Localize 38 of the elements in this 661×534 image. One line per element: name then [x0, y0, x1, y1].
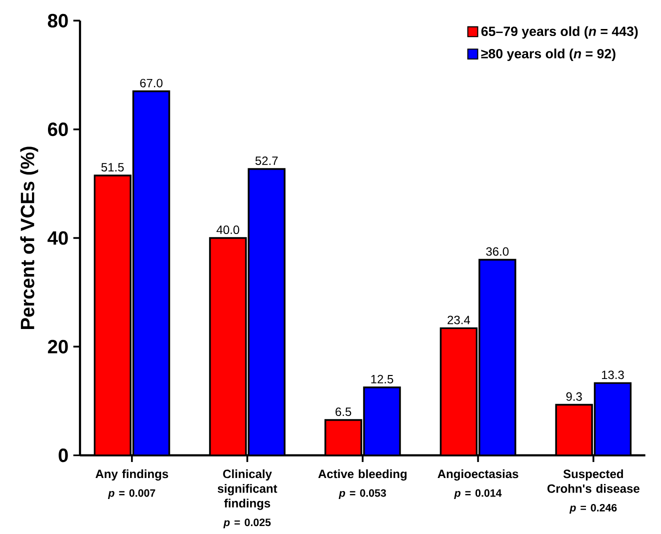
data-label: 12.5: [371, 374, 394, 384]
data-label: 40.0: [216, 226, 240, 234]
x-tick-label: Active bleeding: [318, 469, 407, 481]
data-label: 23.4: [448, 316, 470, 324]
bar: [209, 237, 247, 456]
data-label: 6.5: [336, 408, 352, 416]
bar: [133, 91, 170, 456]
bar: [594, 382, 632, 456]
y-tick-label: 0: [58, 448, 68, 462]
legend-label: ≥80 years old (n = 92): [481, 48, 616, 62]
data-label: 13.3: [602, 370, 624, 380]
bar: [555, 404, 593, 456]
y-tick-label: 40: [48, 231, 68, 245]
text: p = 0.053: [338, 489, 386, 499]
y-tick-label: 80: [48, 14, 68, 28]
text: p = 0.246: [569, 504, 617, 514]
bar: [94, 176, 131, 456]
data-label: 9.3: [566, 392, 582, 401]
data-label: 36.0: [486, 247, 509, 256]
bar: [478, 258, 516, 456]
bar: [248, 168, 286, 456]
x-tick-label: Suspected Crohn's disease: [547, 469, 640, 493]
bar: [324, 419, 362, 456]
y-axis-title: Percent of VCEs (%): [20, 146, 38, 330]
y-tick-label: 20: [48, 340, 68, 354]
x-tick-label: Clinicaly significant findings: [218, 469, 278, 510]
data-label: 51.5: [101, 163, 124, 172]
legend-label: 65–79 years old (n = 443): [481, 26, 638, 39]
data-label: 67.0: [140, 78, 162, 88]
bar: [363, 386, 401, 456]
text: p = 0.025: [223, 518, 271, 528]
y-tick-label: 60: [48, 122, 68, 136]
bar: [440, 327, 478, 456]
text: p = 0.007: [108, 489, 156, 499]
text: p = 0.014: [454, 489, 502, 499]
data-label: 52.7: [255, 156, 278, 166]
x-tick-label: Angioectasias: [438, 469, 518, 481]
x-tick-label: Any findings: [96, 469, 168, 481]
